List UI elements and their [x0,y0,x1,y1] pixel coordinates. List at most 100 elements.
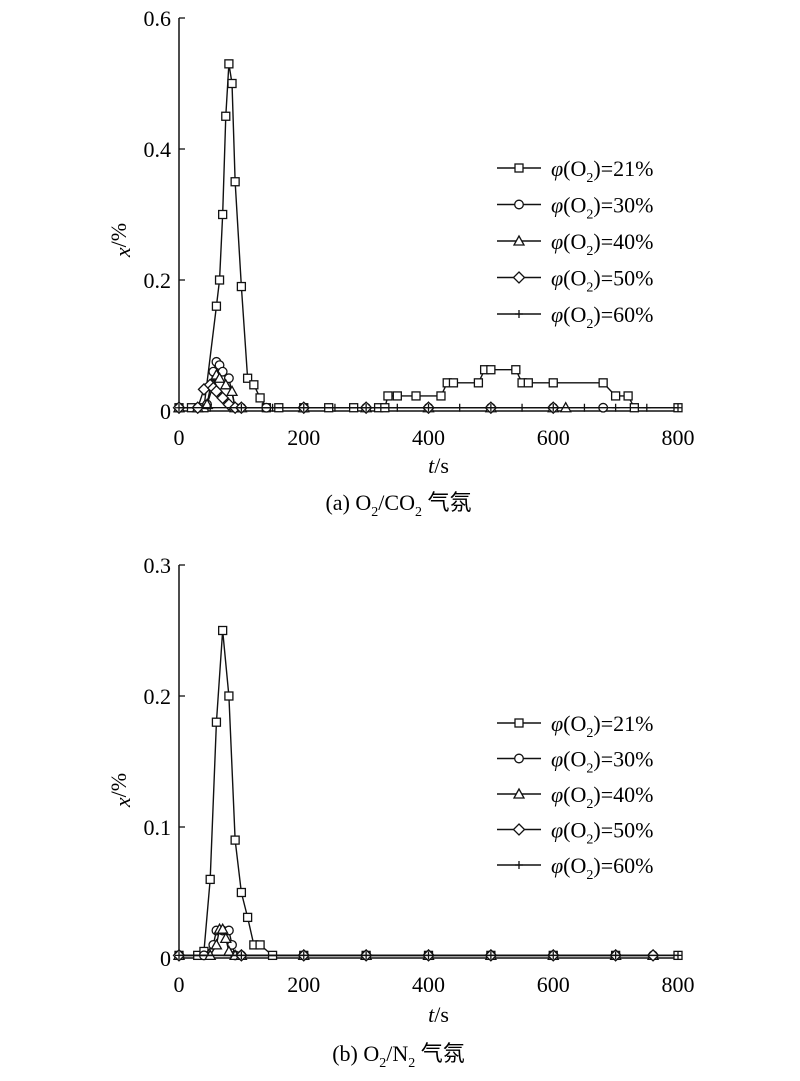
data-point-square [523,378,533,388]
data-point-plus [237,403,246,412]
legend-marker-triangle [512,787,526,799]
series-line [179,360,604,409]
data-point-square [236,281,247,292]
data-point-square [383,391,393,401]
data-point-square [548,378,558,388]
data-point-square [230,835,240,845]
data-point-square [224,59,234,69]
data-point-plus [175,951,183,960]
legend-marker-diamond [512,823,526,836]
data-point-square [242,912,253,923]
legend-marker-plus [515,861,523,869]
legend-marker-plus [515,310,523,318]
legend-marker-circle [514,199,524,210]
data-point-plus [674,403,682,412]
chart-panel-b: 00.10.20.30 200 400 600 800t/sx/%φ(O2)=21%φ(… [106,553,695,1071]
legend-label: φ(O2)=21% [551,156,653,186]
data-point-square [227,78,237,89]
series-plus [175,403,682,412]
data-point-plus [549,951,558,960]
data-point-square [448,378,459,388]
data-point-diamond [216,391,230,405]
data-point-square [218,625,228,636]
data-point-square [214,275,225,285]
legend-marker-circle [514,753,524,764]
y-axis-label: x/% [106,223,135,258]
data-point-square [249,380,259,390]
data-point-square [473,378,484,388]
y-tick-label: 0.2 [144,268,172,293]
legend-label: φ(O2)=60% [551,302,653,332]
series-triangle [172,922,660,961]
data-point-plus [611,403,620,412]
y-tick-label: 0.2 [144,684,172,709]
y-tick-label: 0.3 [144,553,172,578]
x-tick-label: 0 [174,425,185,450]
y-axis-label: x/% [106,773,135,808]
series-line [179,373,566,409]
chart-panel-a: 00.20.40.60 200 400 600 800t/sx/%φ(O2)=21%φ(… [106,6,695,520]
data-point-plus [518,403,527,412]
data-point-square [411,391,421,401]
data-point-plus [424,951,433,960]
data-point-plus [549,403,558,412]
data-point-plus [455,403,464,412]
data-point-square [511,365,521,375]
data-point-square [255,393,265,403]
legend-label: φ(O2)=50% [551,818,653,848]
x-tick-label: 600 [537,425,570,450]
legend-marker-triangle [512,234,526,246]
data-point-square [224,691,234,701]
y-tick-label: 0.4 [144,137,172,162]
x-axis-label: t/s [428,1002,449,1027]
legend-label: φ(O2)=30% [551,193,653,223]
data-point-square [610,391,621,401]
x-tick-label: 400 [412,972,445,997]
data-point-square [205,874,215,885]
data-point-square [242,373,253,383]
data-point-square [255,940,265,950]
legend-label: φ(O2)=21% [551,711,653,741]
y-tick-label: 0.1 [144,815,172,840]
data-point-triangle [219,378,232,390]
data-point-plus [362,951,371,960]
x-tick-label: 200 [287,972,320,997]
data-point-diamond [210,384,223,398]
legend-label: φ(O2)=40% [551,229,653,259]
data-point-triangle [225,385,239,397]
x-tick-label: 200 [287,425,320,450]
data-point-plus [330,403,339,412]
data-point-square [218,209,228,220]
data-point-plus [299,403,308,412]
data-point-plus [299,951,308,960]
data-point-square [486,365,496,375]
data-point-square [211,717,222,727]
legend-label: φ(O2)=50% [551,266,653,296]
legend-marker-square [514,163,524,173]
data-point-square [230,177,240,187]
data-point-square [236,887,247,898]
data-point-square [436,391,446,401]
legend-label: φ(O2)=60% [551,853,653,883]
data-point-plus [206,403,215,412]
data-point-plus [424,403,433,412]
series-circle [174,925,659,961]
x-tick-label: 800 [662,972,695,997]
data-point-square [598,378,608,388]
y-tick-label: 0.6 [144,6,172,31]
data-point-plus [674,951,682,960]
x-axis-label: t/s [428,453,449,478]
data-point-plus [362,403,371,412]
data-point-triangle [216,922,229,934]
x-tick-label: 800 [662,425,695,450]
legend-label: φ(O2)=40% [551,782,653,812]
x-tick-label: 400 [412,425,445,450]
data-point-square [221,111,231,121]
data-point-triangle [210,938,223,950]
data-point-plus [611,951,620,960]
figure-caption-b: (b) O2/N2 气氛 [332,1041,465,1071]
legend: φ(O2)=21% φ(O2)=30% φ(O2)=40% φ(O2)=50% φ(O2… [497,156,653,332]
data-point-plus [175,403,183,412]
data-point-plus [642,403,651,412]
